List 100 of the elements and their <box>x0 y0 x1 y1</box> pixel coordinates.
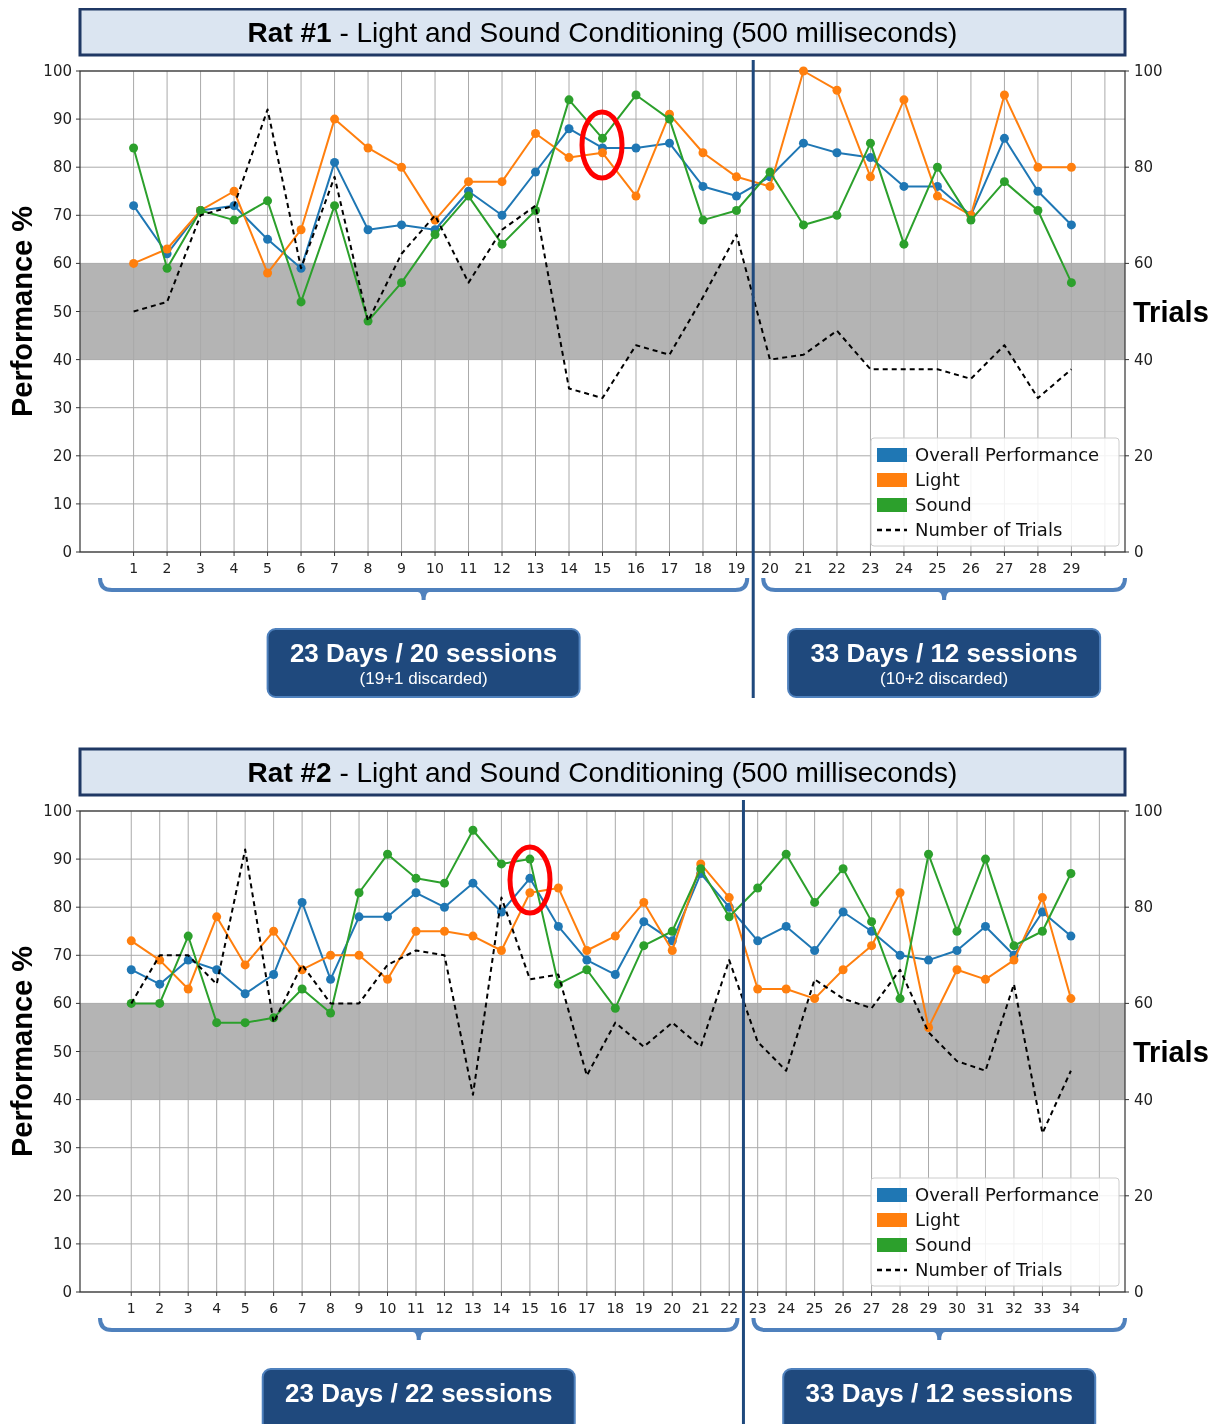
point <box>354 888 364 898</box>
x-tick-label: 31 <box>976 1300 995 1316</box>
point <box>525 873 535 883</box>
point <box>781 921 791 931</box>
y-tick-label: 90 <box>52 110 72 129</box>
legend-label: Number of Trials <box>915 519 1063 540</box>
point <box>639 917 649 927</box>
x-tick-label: 16 <box>627 560 645 576</box>
y-tick-label: 90 <box>52 850 72 869</box>
point <box>932 162 942 172</box>
x-tick-label: 24 <box>777 1300 796 1316</box>
point <box>497 239 507 249</box>
x-tick-label: 14 <box>492 1300 511 1316</box>
chart-title: Rat #2 - Light and Sound Conditioning (500 milliseconds) <box>247 757 958 788</box>
y2-axis-title: Trials <box>1133 1035 1209 1068</box>
point <box>439 878 449 888</box>
legend-label: Sound <box>915 1234 972 1255</box>
point <box>899 95 909 105</box>
point <box>383 912 393 922</box>
x-tick-label: 2 <box>162 560 172 576</box>
point <box>582 955 592 965</box>
point <box>263 196 273 206</box>
x-tick-label: 5 <box>240 1300 250 1316</box>
point <box>698 148 708 158</box>
y2-tick-label: 80 <box>1134 158 1154 177</box>
point <box>582 965 592 975</box>
point <box>129 143 139 153</box>
y-tick-label: 10 <box>52 494 72 513</box>
x-tick-label: 19 <box>727 560 746 576</box>
y-axis-title: Performance % <box>6 945 38 1158</box>
y-tick-label: 30 <box>52 1138 72 1157</box>
point <box>468 931 478 941</box>
point <box>999 90 1009 100</box>
x-tick-label: 7 <box>330 560 340 576</box>
x-tick-label: 17 <box>660 560 679 576</box>
point <box>731 205 741 215</box>
point <box>468 825 478 835</box>
point <box>162 263 172 273</box>
point <box>698 181 708 191</box>
point <box>212 1018 222 1028</box>
point <box>952 965 962 975</box>
point <box>867 917 877 927</box>
y2-tick-label: 40 <box>1134 350 1154 369</box>
y-tick-label: 60 <box>52 994 72 1013</box>
point <box>464 191 474 201</box>
point <box>326 950 336 960</box>
point <box>564 124 574 134</box>
point <box>832 85 842 95</box>
point <box>731 191 741 201</box>
y-tick-label: 70 <box>52 206 72 225</box>
point <box>832 148 842 158</box>
x-tick-label: 12 <box>493 560 511 576</box>
point <box>326 1008 336 1018</box>
x-tick-label: 22 <box>720 1300 739 1316</box>
y-tick-label: 40 <box>52 1090 72 1109</box>
point <box>865 138 875 148</box>
y2-tick-label: 20 <box>1134 1186 1154 1205</box>
x-tick-label: 21 <box>691 1300 710 1316</box>
point <box>781 849 791 859</box>
y-tick-label: 0 <box>62 543 72 561</box>
y-tick-label: 0 <box>62 1283 72 1301</box>
x-tick-label: 33 <box>1033 1300 1052 1316</box>
point <box>468 878 478 888</box>
point <box>330 114 340 124</box>
point <box>765 181 775 191</box>
point <box>999 133 1009 143</box>
point <box>126 936 136 946</box>
point <box>899 181 909 191</box>
point <box>330 201 340 211</box>
point <box>798 138 808 148</box>
point <box>129 201 139 211</box>
point <box>411 873 421 883</box>
y-tick-label: 10 <box>52 1234 72 1253</box>
point <box>932 191 942 201</box>
point <box>531 167 541 177</box>
point <box>496 859 506 869</box>
point <box>439 926 449 936</box>
point <box>1066 994 1076 1004</box>
y2-tick-label: 60 <box>1134 994 1154 1013</box>
point <box>531 129 541 139</box>
point <box>1066 931 1076 941</box>
point <box>497 177 507 187</box>
point <box>411 888 421 898</box>
point <box>1066 220 1076 230</box>
y-tick-label: 70 <box>52 946 72 965</box>
x-tick-label: 20 <box>663 1300 682 1316</box>
point <box>411 926 421 936</box>
x-tick-label: 5 <box>263 560 273 576</box>
x-tick-label: 16 <box>549 1300 568 1316</box>
point <box>895 950 905 960</box>
x-tick-label: 26 <box>962 560 980 576</box>
point <box>297 984 307 994</box>
text: 23 Days / 22 sessions <box>285 1378 553 1408</box>
point <box>269 970 279 980</box>
point <box>867 941 877 951</box>
point <box>980 921 990 931</box>
x-tick-label: 13 <box>464 1300 482 1316</box>
point <box>296 297 306 307</box>
y-tick-label: 50 <box>52 1042 72 1061</box>
x-tick-label: 25 <box>805 1300 824 1316</box>
